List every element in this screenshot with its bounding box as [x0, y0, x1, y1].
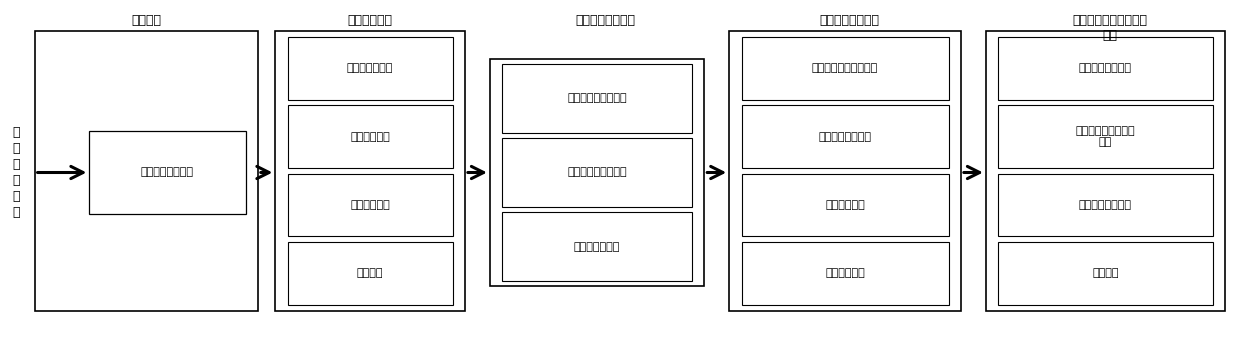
Text: 产品分类模块: 产品分类模块 — [347, 14, 392, 27]
Bar — [998, 242, 1213, 305]
Text: 电缆支架识别: 电缆支架识别 — [350, 200, 391, 210]
Text: 连接关系识别模块: 连接关系识别模块 — [575, 14, 635, 27]
Bar — [742, 174, 949, 237]
Bar — [288, 174, 453, 237]
Text: 与舱板关系分析: 与舱板关系分析 — [574, 241, 620, 252]
Text: 电缆识别与分类: 电缆识别与分类 — [347, 63, 393, 73]
Text: 装配关系解算模块: 装配关系解算模块 — [820, 14, 879, 27]
Bar — [998, 105, 1213, 168]
Text: 避让产品清单构建: 避让产品清单构建 — [1079, 200, 1132, 210]
Bar — [998, 174, 1213, 237]
Bar — [729, 31, 961, 311]
Text: 与单机设备连接分析: 与单机设备连接分析 — [567, 93, 627, 104]
Bar — [490, 59, 704, 286]
Bar — [89, 131, 246, 214]
Bar — [288, 37, 453, 99]
Text: 舱板穿孔标识: 舱板穿孔标识 — [825, 268, 866, 278]
Bar — [502, 138, 692, 207]
Bar — [742, 242, 949, 305]
Text: 三维设计模型接收: 三维设计模型接收 — [141, 168, 193, 177]
Text: 模型重构: 模型重构 — [1092, 268, 1118, 278]
Text: 舱板遮挡分析: 舱板遮挡分析 — [825, 200, 866, 210]
Text: 总
体
设
计
系
统: 总 体 设 计 系 统 — [12, 126, 20, 219]
Bar — [502, 64, 692, 133]
Text: 舱板识别: 舱板识别 — [357, 268, 383, 278]
Text: 与电缆连接产品清单
构建: 与电缆连接产品清单 构建 — [1075, 126, 1136, 147]
Bar — [742, 37, 949, 99]
Text: 接口模块: 接口模块 — [131, 14, 161, 27]
Text: 与电缆支架连接分析: 与电缆支架连接分析 — [567, 168, 627, 177]
Bar — [998, 37, 1213, 99]
Bar — [288, 242, 453, 305]
Text: 电缆工艺数字样机构建
模块: 电缆工艺数字样机构建 模块 — [1073, 14, 1147, 42]
Text: 电缆装配清单构建: 电缆装配清单构建 — [1079, 63, 1132, 73]
Text: 单机设备识别: 单机设备识别 — [350, 131, 391, 141]
Bar — [35, 31, 258, 311]
Bar — [288, 105, 453, 168]
Text: 避让单机设备分析: 避让单机设备分析 — [818, 131, 872, 141]
Text: 电缆分支避让规则设定: 电缆分支避让规则设定 — [812, 63, 878, 73]
Bar — [986, 31, 1225, 311]
Bar — [742, 105, 949, 168]
Bar — [502, 212, 692, 281]
Bar — [275, 31, 465, 311]
